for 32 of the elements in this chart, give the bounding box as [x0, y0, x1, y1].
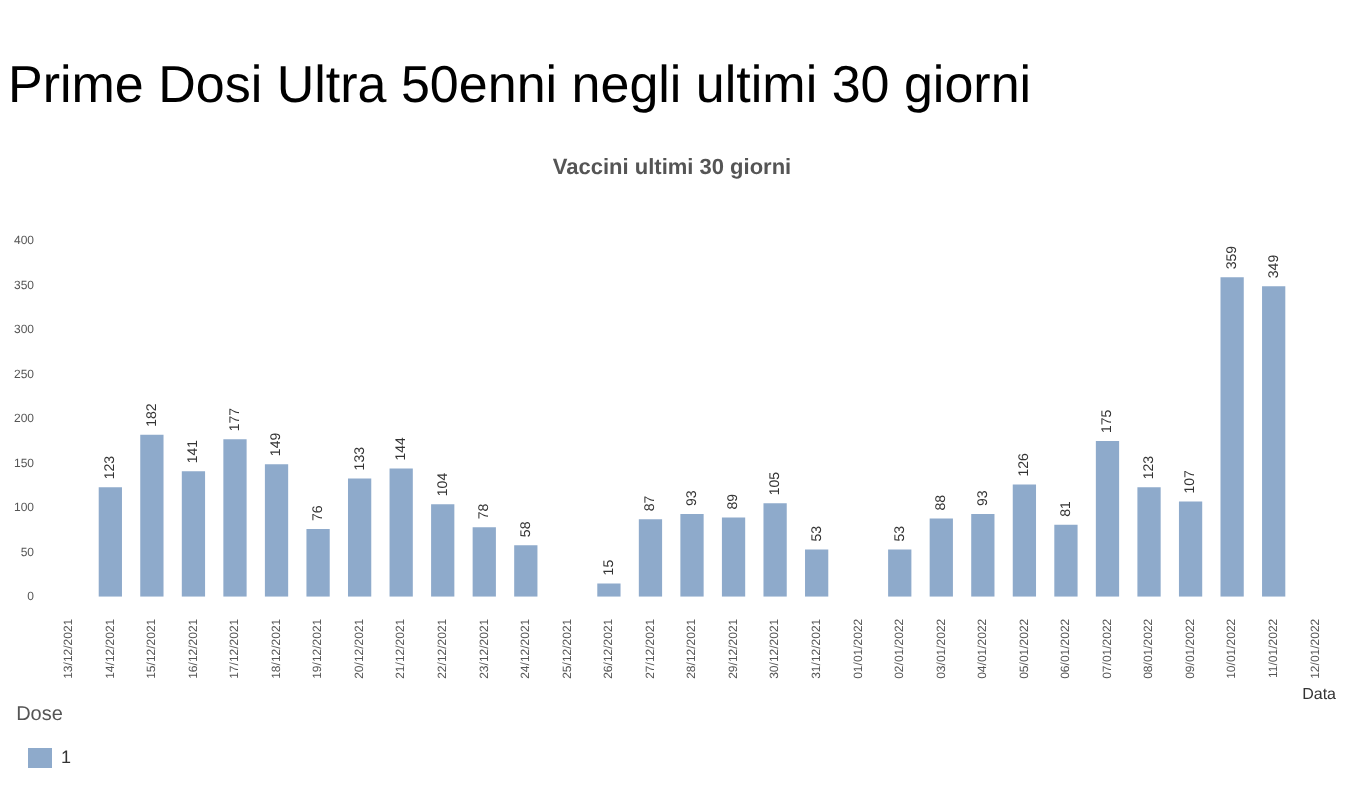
- chart-subtitle: Vaccini ultimi 30 giorni: [552, 155, 792, 180]
- bar: [264, 464, 289, 597]
- bar: [1220, 277, 1244, 597]
- bar: [389, 468, 413, 597]
- bar: [805, 549, 829, 597]
- bar: [1012, 484, 1037, 597]
- bar: [223, 439, 247, 597]
- x-axis-title: Data: [1302, 684, 1338, 703]
- bar: [680, 513, 704, 597]
- bar: [181, 471, 206, 597]
- bar: [98, 487, 122, 597]
- bar: [348, 478, 372, 597]
- bar: [1137, 487, 1161, 597]
- bar: [1178, 501, 1203, 597]
- bar: [1054, 524, 1078, 597]
- bar: [514, 545, 538, 597]
- bar: [638, 519, 663, 597]
- bar: [721, 517, 746, 597]
- chart-title: Prime Dosi Ultra 50enni negli ultimi 30 giorni: [8, 53, 1032, 114]
- bar: [140, 434, 164, 597]
- bar: [597, 583, 621, 597]
- bar: [929, 518, 953, 597]
- bar: [888, 549, 912, 597]
- bar: [971, 513, 995, 597]
- bar: [431, 504, 455, 597]
- bar: [306, 529, 330, 597]
- legend-title: Dose: [16, 703, 64, 726]
- legend-label: 1: [61, 746, 72, 767]
- bar: [1262, 286, 1286, 597]
- bar: [763, 503, 787, 597]
- bar: [1095, 441, 1120, 597]
- bar: [472, 527, 496, 597]
